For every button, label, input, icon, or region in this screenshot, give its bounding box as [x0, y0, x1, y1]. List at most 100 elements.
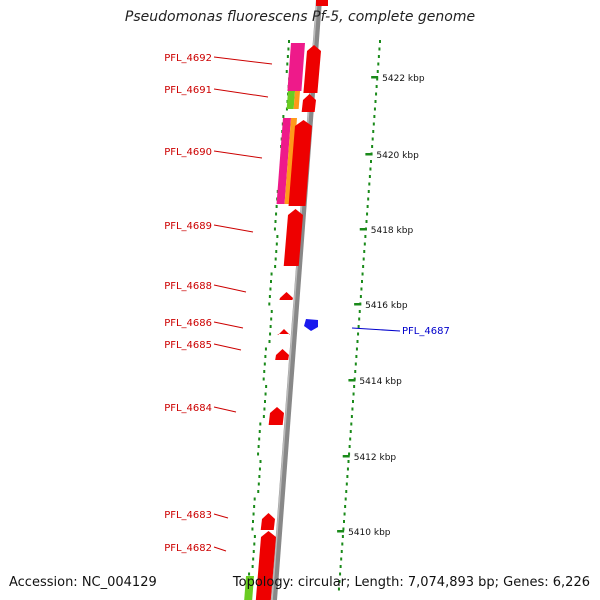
- gc-tick: [264, 355, 267, 358]
- kbp-label: 5414 kbp: [359, 377, 402, 387]
- leader-line: [213, 284, 247, 293]
- major-tick: [359, 228, 367, 231]
- gc-tick: [378, 47, 381, 51]
- gc-tick: [251, 527, 254, 531]
- gc-tick: [366, 205, 369, 208]
- gc-tick: [286, 62, 289, 66]
- gc-tick: [274, 265, 277, 268]
- gene-arrow: [301, 94, 316, 112]
- category-band: [284, 118, 297, 204]
- gc-tick: [264, 347, 267, 351]
- category-band: [287, 43, 305, 91]
- gc-tick: [275, 212, 278, 216]
- gc-tick: [359, 295, 362, 298]
- gc-tick: [344, 497, 347, 501]
- gc-tick: [258, 475, 261, 478]
- gc-tick: [286, 55, 289, 58]
- gc-tick: [258, 467, 261, 471]
- gc-tick: [264, 400, 266, 403]
- gc-tick: [357, 332, 360, 336]
- gene-arrow: [316, 0, 328, 6]
- gc-tick: [372, 122, 375, 126]
- gc-tick: [353, 385, 356, 388]
- gc-tick: [339, 572, 342, 576]
- major-tick: [354, 303, 362, 306]
- gc-tick: [349, 437, 352, 441]
- gc-tick: [345, 482, 348, 486]
- category-band: [244, 576, 254, 600]
- gc-tick: [367, 190, 370, 193]
- gc-tick: [274, 257, 277, 261]
- kbp-label: 5418 kbp: [371, 226, 414, 236]
- gc-tick: [341, 535, 344, 538]
- label-leaders: [213, 56, 401, 552]
- gc-tick: [252, 512, 255, 516]
- gc-tick: [368, 175, 371, 178]
- gc-tick: [268, 295, 271, 298]
- gc-tick: [358, 317, 361, 321]
- gc-tick: [347, 460, 350, 463]
- gc-tick: [350, 422, 353, 426]
- leader-line: [213, 224, 254, 233]
- gene-arrow: [268, 407, 284, 425]
- gene-arrow: [283, 209, 303, 266]
- major-tick: [348, 379, 356, 382]
- gc-tick: [263, 407, 266, 411]
- major-tick: [342, 455, 350, 458]
- gc-tick: [363, 242, 366, 246]
- gc-tick: [253, 535, 256, 538]
- gc-tick: [263, 362, 266, 366]
- gc-tick: [257, 490, 260, 493]
- gc-tick: [338, 580, 341, 583]
- gc-tick: [349, 430, 352, 433]
- category-band: [286, 91, 295, 109]
- gc-tick: [253, 505, 256, 508]
- gc-tick: [365, 220, 368, 223]
- leader-line: [213, 513, 229, 519]
- gc-tick: [269, 325, 272, 328]
- major-tick: [371, 76, 379, 79]
- gc-tick: [282, 115, 285, 118]
- gene-label: PFL_4685: [164, 340, 212, 351]
- gc-tick: [377, 55, 380, 58]
- gc-tick: [276, 235, 279, 238]
- gc-tick: [371, 137, 374, 141]
- gc-tick: [253, 497, 256, 501]
- gc-tick: [265, 385, 268, 388]
- gc-tick: [363, 250, 366, 253]
- gene-arrow: [277, 329, 290, 335]
- gc-tick: [270, 317, 273, 321]
- gene-label: PFL_4686: [164, 318, 212, 329]
- gc-tick: [368, 182, 371, 186]
- gene-arrow: [255, 531, 276, 600]
- gc-tick: [287, 47, 290, 51]
- leader-line: [213, 406, 237, 413]
- gene-track: [255, 0, 328, 600]
- category-band: [276, 118, 291, 204]
- accession-text: Accession: NC_004129: [9, 575, 157, 590]
- kbp-label: 5422 kbp: [382, 74, 425, 84]
- gc-tick: [270, 272, 273, 276]
- gene-label: PFL_4682: [164, 543, 212, 554]
- gc-tick: [258, 430, 261, 433]
- gc-tick: [275, 242, 278, 246]
- gc-tick: [340, 557, 343, 561]
- gc-tick: [371, 145, 374, 148]
- gc-tick: [357, 325, 360, 328]
- gene-arrow: [275, 349, 289, 360]
- kbp-label: 5412 kbp: [354, 453, 397, 463]
- gc-tick: [364, 235, 367, 238]
- gc-tick: [370, 160, 372, 163]
- gene-label: PFL_4691: [164, 85, 212, 96]
- leader-line: [351, 327, 401, 332]
- gene-label: PFL_4688: [164, 281, 212, 292]
- gc-tick: [257, 482, 260, 486]
- gc-tick: [372, 130, 375, 133]
- gc-tick: [263, 370, 266, 373]
- gc-tick: [376, 77, 379, 81]
- gc-tick: [361, 272, 364, 276]
- gc-tick: [257, 445, 260, 448]
- gc-tick: [274, 220, 277, 223]
- gc-tick: [341, 542, 344, 546]
- gc-tick: [358, 310, 361, 313]
